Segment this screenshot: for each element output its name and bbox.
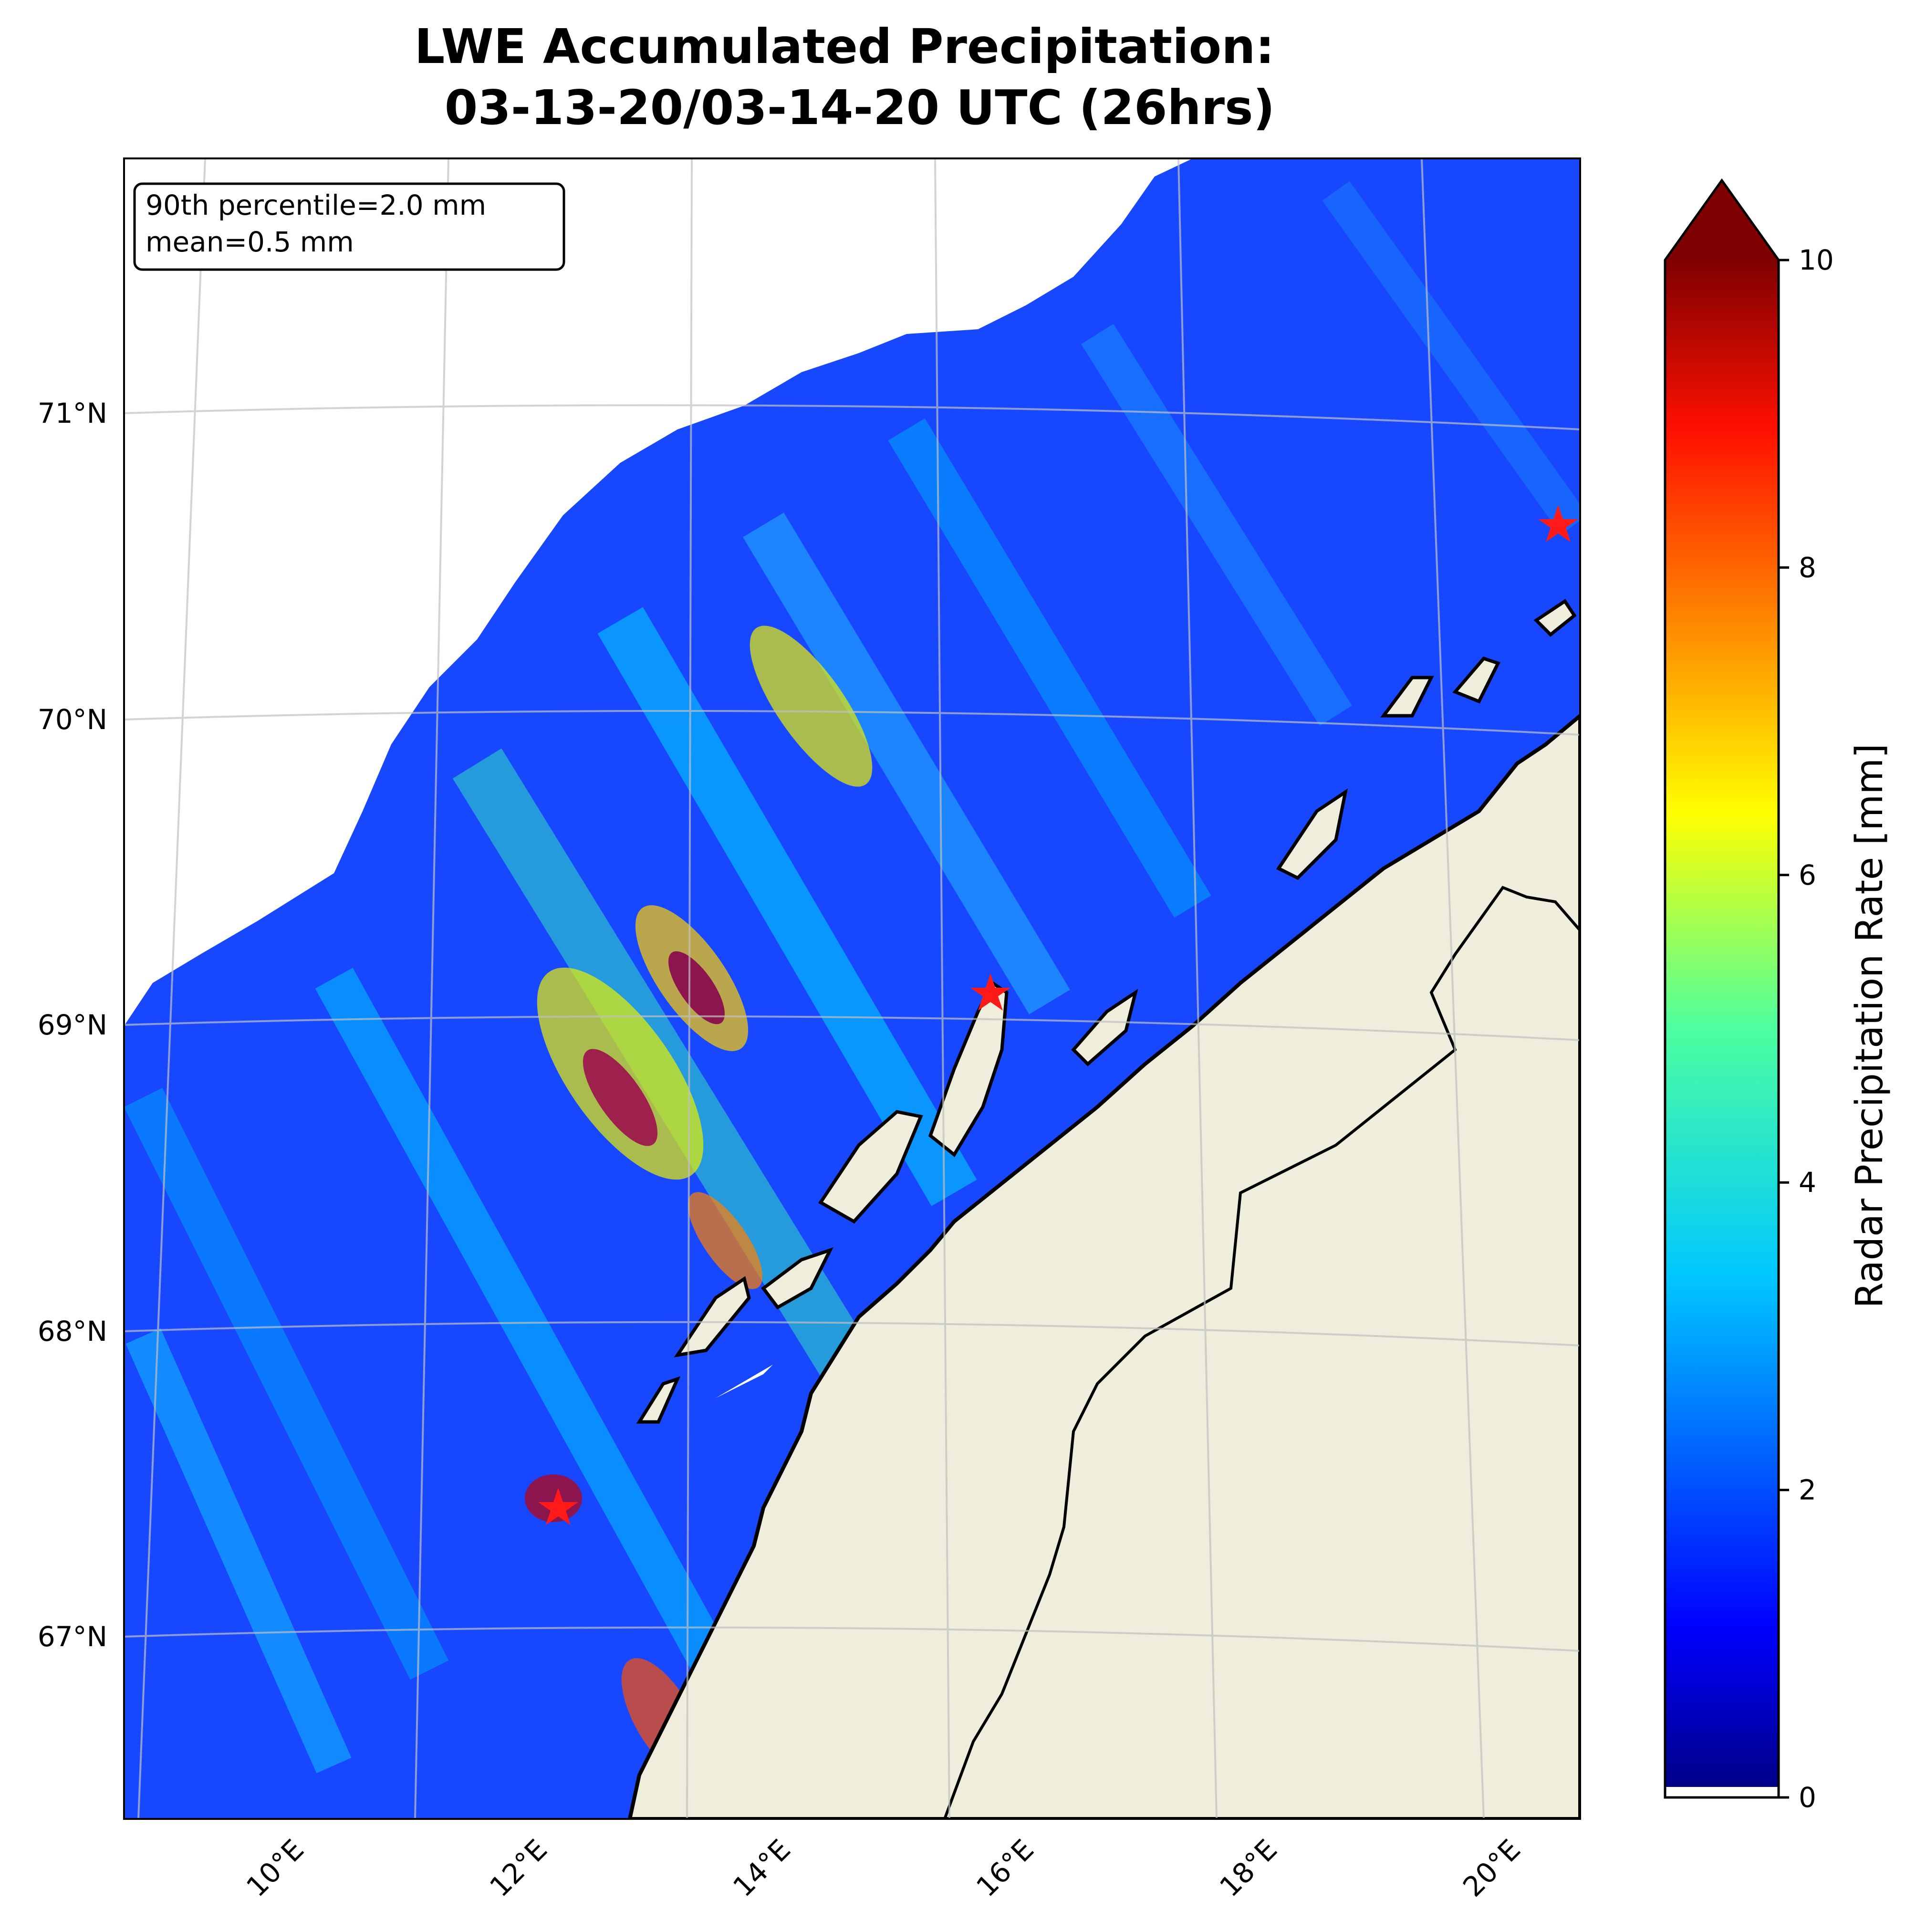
country-border (943, 886, 1580, 1819)
radar-site-andoya-marker (970, 973, 1010, 1011)
colorbar: 0 2 4 6 8 10 Radar Precipitation Rate [mm] (1664, 178, 1891, 1814)
colorbar-tick-label: 2 (1799, 1474, 1816, 1506)
lat-label-68: 68°N (38, 1315, 107, 1347)
title-line-1: LWE Accumulated Precipitation: (415, 19, 1275, 74)
colorbar-gradient (1665, 260, 1779, 1797)
radar-markers (538, 505, 1578, 1525)
stats-box: 90th percentile=2.0 mm mean=0.5 mm (133, 182, 565, 271)
lat-label-69: 69°N (38, 1009, 107, 1041)
colorbar-extend-arrow (1665, 180, 1779, 260)
colorbar-ticks: 0 2 4 6 8 10 (1779, 244, 1834, 1814)
colorbar-tick-label: 4 (1799, 1166, 1816, 1199)
radar-site-north-east-marker (1538, 505, 1578, 542)
lon-label-20: 20°E (1457, 1833, 1527, 1903)
lon-label-10: 10°E (240, 1833, 310, 1903)
graticule (124, 158, 1580, 1819)
colorbar-tick-label: 0 (1799, 1781, 1816, 1814)
colorbar-label: Radar Precipitation Rate [mm] (1848, 743, 1891, 1308)
colorbar-tick-label: 8 (1799, 551, 1816, 584)
radar-site-rost-marker (538, 1488, 578, 1525)
colorbar-tick-label: 6 (1799, 859, 1816, 891)
colorbar-tick-label: 10 (1799, 244, 1834, 276)
lon-label-18: 18°E (1213, 1833, 1283, 1903)
map-panel (124, 158, 1580, 1819)
lon-label-12: 12°E (483, 1833, 553, 1903)
lat-label-67: 67°N (38, 1620, 107, 1653)
longitude-labels: 10°E 12°E 14°E 16°E 18°E 20°E (240, 1833, 1527, 1903)
land (627, 713, 1580, 1819)
lon-label-16: 16°E (970, 1833, 1040, 1903)
lat-label-70: 70°N (38, 703, 107, 736)
lon-label-14: 14°E (727, 1833, 797, 1903)
title-line-2: 03-13-20/03-14-20 UTC (26hrs) (445, 80, 1275, 136)
stats-line-1: 90th percentile=2.0 mm (146, 189, 486, 221)
stats-line-2: mean=0.5 mm (146, 226, 354, 258)
latitude-labels: 71°N 70°N 69°N 68°N 67°N (38, 397, 107, 1653)
lat-label-71: 71°N (38, 397, 107, 429)
map-frame (123, 157, 1581, 1820)
islands (636, 599, 1577, 1424)
